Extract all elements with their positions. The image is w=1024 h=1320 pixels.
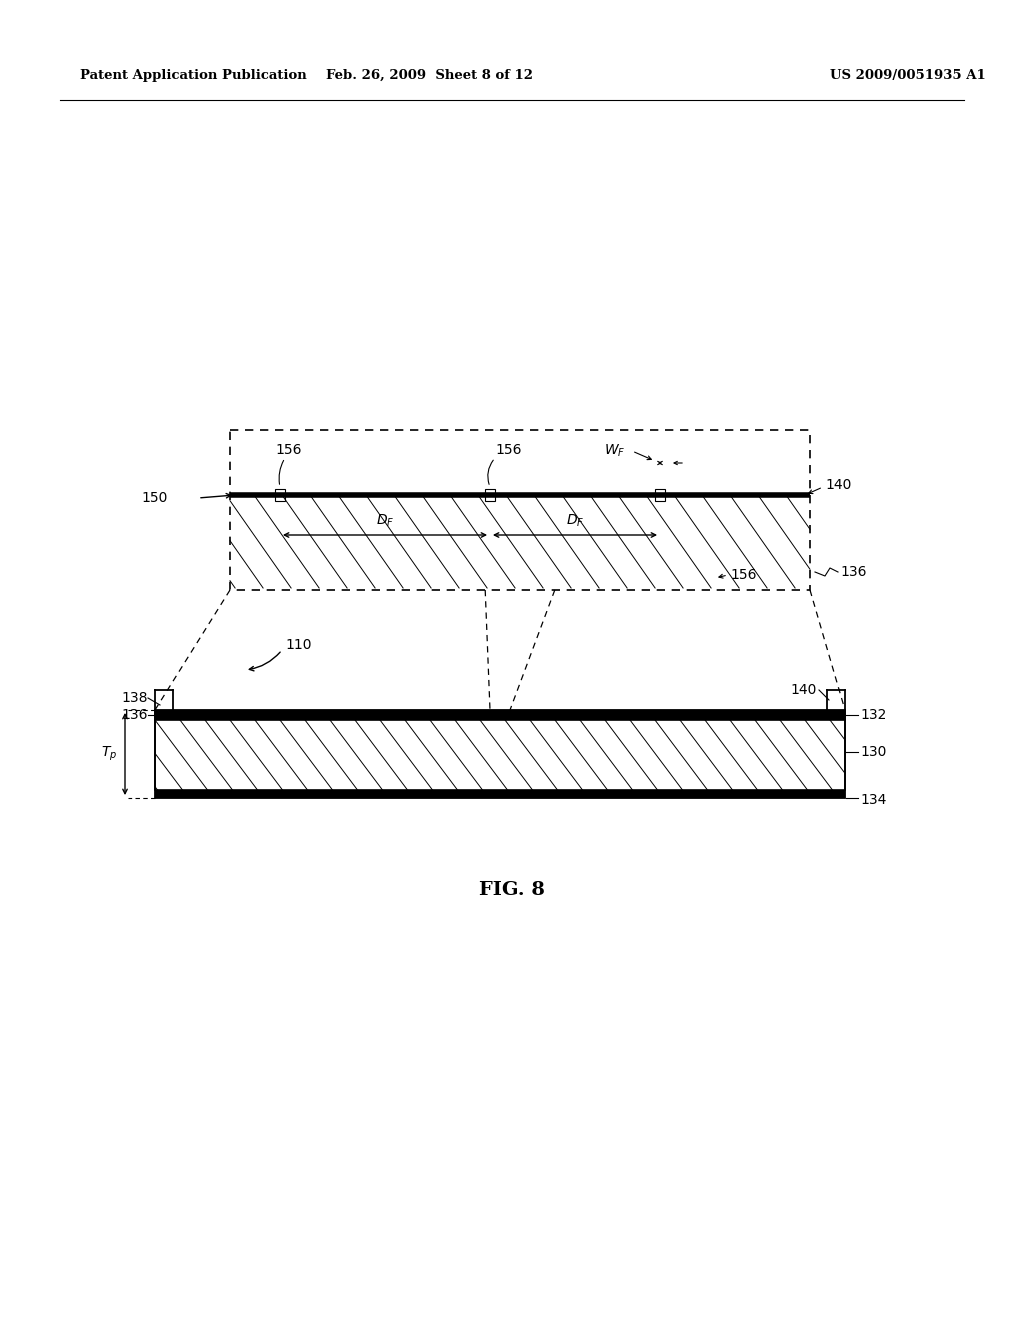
Text: US 2009/0051935 A1: US 2009/0051935 A1 (830, 69, 986, 82)
Text: $W_F$: $W_F$ (603, 442, 625, 459)
Text: 110: 110 (285, 638, 311, 652)
Text: Patent Application Publication: Patent Application Publication (80, 69, 307, 82)
Text: 156: 156 (495, 444, 521, 457)
Bar (155, 789, 845, 799)
Bar (485, 488, 495, 502)
Text: 150: 150 (141, 491, 168, 506)
Text: 140: 140 (825, 478, 851, 492)
Text: 136: 136 (122, 708, 148, 722)
Text: $T_p$: $T_p$ (100, 744, 117, 763)
Bar (275, 488, 285, 502)
Text: Feb. 26, 2009  Sheet 8 of 12: Feb. 26, 2009 Sheet 8 of 12 (327, 69, 534, 82)
Text: 136: 136 (840, 565, 866, 579)
Text: 132: 132 (860, 708, 887, 722)
Bar (230, 430, 810, 590)
Text: $D_F$: $D_F$ (376, 512, 394, 529)
Text: FIG. 8: FIG. 8 (479, 880, 545, 899)
Bar (655, 488, 665, 502)
Text: 156: 156 (275, 444, 301, 457)
Bar (155, 710, 845, 719)
Text: 134: 134 (860, 792, 887, 807)
Text: $D_F$: $D_F$ (566, 512, 585, 529)
Text: 138: 138 (122, 690, 148, 705)
Text: 140: 140 (791, 682, 817, 697)
Bar (155, 710, 845, 799)
Bar (155, 719, 845, 789)
Text: 130: 130 (860, 744, 887, 759)
Text: 156: 156 (730, 568, 757, 582)
